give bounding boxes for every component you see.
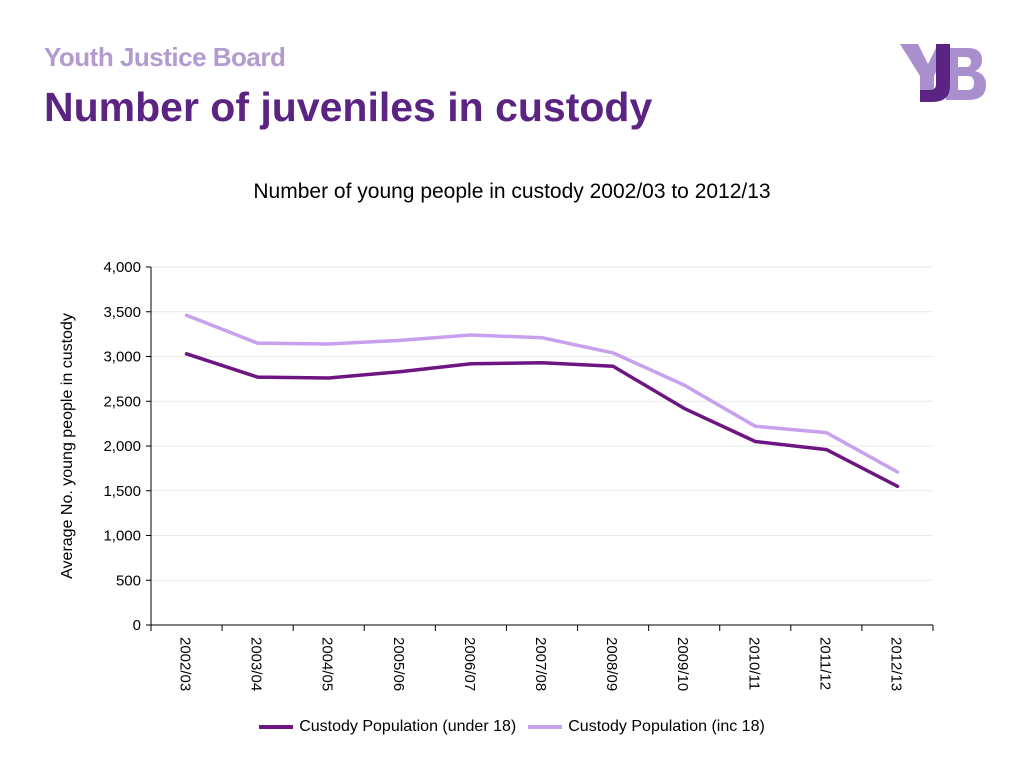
y-tick-label: 500 (116, 572, 141, 589)
x-tick-label: 2009/10 (674, 637, 691, 691)
x-tick-label: 2006/07 (461, 637, 478, 691)
org-name: Youth Justice Board (44, 42, 286, 72)
x-tick-label: 2008/09 (603, 637, 620, 691)
legend-item-under-18: Custody Population (under 18) (259, 718, 516, 736)
y-tick-label: 2,000 (103, 438, 141, 455)
y-tick-label: 1,000 (103, 528, 141, 545)
y-tick-label: 2,500 (103, 393, 141, 410)
legend: Custody Population (under 18) Custody Po… (0, 718, 1024, 736)
y-tick-label: 4,000 (103, 259, 141, 276)
y-tick-label: 3,000 (103, 349, 141, 366)
chart-title: Number of young people in custody 2002/0… (253, 180, 771, 203)
axes: 0 500 1,000 1,500 2,000 2,500 3,000 3,500 4,000 2… (103, 259, 934, 691)
yjb-logo (900, 44, 986, 102)
series-line-inc-18 (184, 313, 900, 474)
y-axis-label: Average No. young people in custody (59, 313, 76, 579)
grid-lines (151, 266, 933, 581)
y-tick-label: 3,500 (103, 304, 141, 321)
legend-swatch-under-18 (259, 725, 294, 729)
y-tick-label: 0 (133, 617, 141, 634)
logo-letter-j (920, 44, 950, 102)
series-lines (184, 313, 900, 489)
x-tick-label: 2011/12 (816, 637, 833, 690)
y-tick-label: 1,500 (103, 483, 141, 500)
x-tick-label: 2004/05 (319, 637, 336, 691)
x-tick-label: 2010/11 (745, 637, 762, 690)
logo-letter-b (946, 48, 986, 100)
x-tick-label: 2002/03 (177, 637, 194, 691)
series-line-under-18 (184, 352, 900, 489)
legend-swatch-inc-18 (528, 725, 563, 729)
x-tick-label: 2012/13 (887, 637, 904, 691)
x-tick-label: 2005/06 (390, 637, 407, 691)
page-title: Number of juveniles in custody (44, 84, 653, 130)
x-tick-label: 2003/04 (248, 637, 265, 691)
legend-item-inc-18: Custody Population (inc 18) (528, 718, 765, 736)
legend-label-under-18: Custody Population (under 18) (299, 718, 517, 735)
legend-label-inc-18: Custody Population (inc 18) (568, 718, 765, 735)
x-tick-label: 2007/08 (532, 637, 549, 691)
